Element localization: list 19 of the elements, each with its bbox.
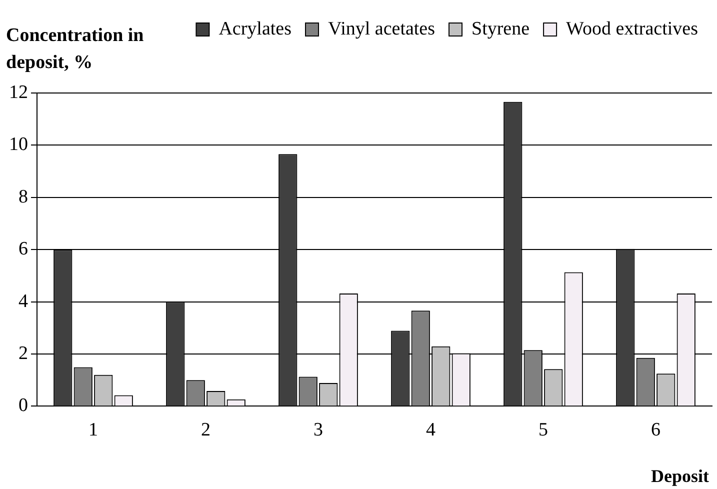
x-tick-label: 6 [651,420,660,441]
y-tick-label: 10 [9,134,28,156]
y-tick-label: 0 [18,395,28,416]
y-tick-label: 4 [18,290,28,312]
y-axis-title: Concentration in deposit, % [6,24,145,75]
legend-label: Acrylates [218,18,292,40]
y-tick-label: 12 [9,82,28,103]
y-tick-label: 2 [18,342,28,364]
y-tick-label: 6 [18,238,28,260]
x-tick-label: 2 [201,420,210,441]
x-tick-label: 1 [88,420,98,441]
legend-label: Styrene [472,18,530,40]
legend-label: Wood extractives [566,18,698,40]
y-tick-label: 8 [18,186,28,208]
legend-label: Vinyl acetates [328,18,436,40]
x-tick-label: 3 [314,420,323,441]
x-tick-label: 5 [538,420,548,441]
x-tick-label: 4 [426,420,436,441]
x-axis-title: Deposit [651,466,709,487]
